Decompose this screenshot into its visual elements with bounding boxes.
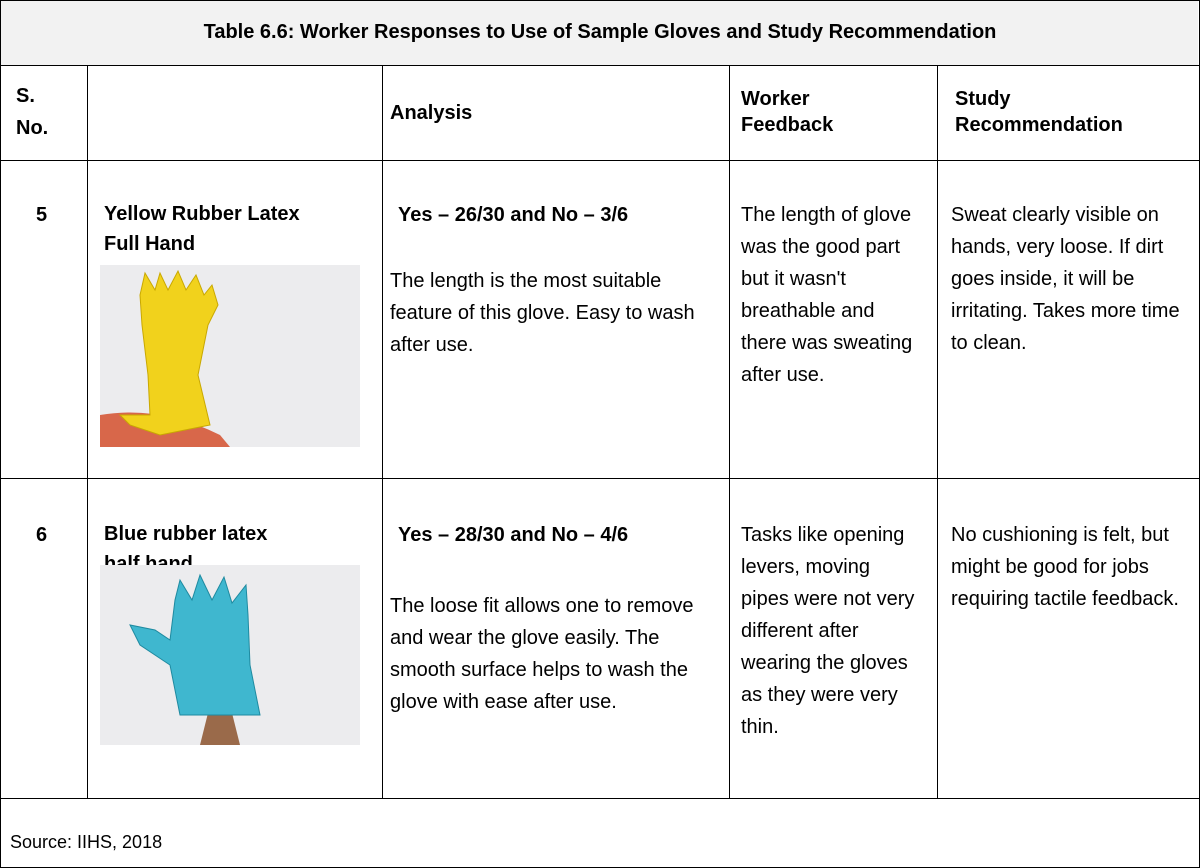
table-title: Table 6.6: Worker Responses to Use of Sa… [0, 16, 1200, 48]
col-rule [87, 65, 88, 798]
glove-photo [100, 565, 360, 745]
rule [0, 478, 1200, 479]
cell: Yellow Rubber Latex Full Hand [104, 199, 324, 259]
rule [0, 798, 1200, 799]
cell: The length is the most suitable feature … [390, 265, 715, 361]
header-cell: Worker Feedback [741, 80, 861, 138]
header-cell: S. No. [16, 80, 66, 144]
col-rule [937, 65, 938, 798]
cell: 6 [36, 519, 47, 551]
cell: Yes – 28/30 and No – 4/6 [398, 519, 628, 551]
header-cell: Study Recommendation [955, 80, 1145, 138]
cell: Yes – 26/30 and No – 3/6 [398, 199, 628, 231]
col-rule [729, 65, 730, 798]
glove-photo [100, 265, 360, 447]
source-note: Source: IIHS, 2018 [10, 826, 162, 858]
cell: No cushioning is felt, but might be good… [951, 519, 1196, 615]
cell: Tasks like opening levers, moving pipes … [741, 519, 923, 743]
page: Table 6.6: Worker Responses to Use of Sa… [0, 0, 1200, 868]
col-rule [382, 65, 383, 798]
rule [0, 65, 1200, 66]
cell: Sweat clearly visible on hands, very loo… [951, 199, 1191, 359]
rule [0, 160, 1200, 161]
header-cell: Analysis [390, 97, 690, 129]
cell: The loose fit allows one to remove and w… [390, 590, 720, 718]
cell: 5 [36, 199, 47, 231]
cell: The length of glove was the good part bu… [741, 199, 923, 391]
